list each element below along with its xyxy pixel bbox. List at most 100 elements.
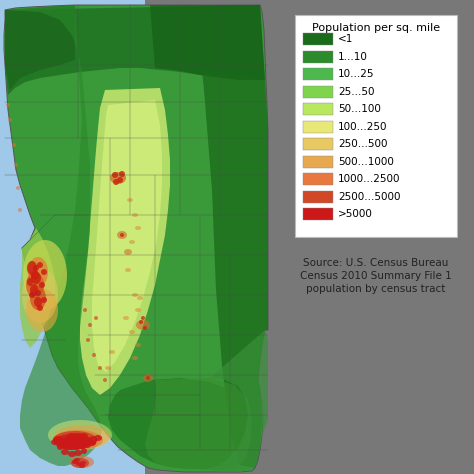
Polygon shape (34, 297, 42, 307)
Bar (303, 120, 333, 133)
Bar (303, 138, 333, 150)
Polygon shape (31, 272, 41, 284)
Polygon shape (68, 451, 76, 457)
Polygon shape (74, 458, 80, 462)
Polygon shape (0, 0, 145, 474)
Polygon shape (41, 269, 47, 275)
Polygon shape (83, 442, 91, 448)
Polygon shape (18, 208, 22, 212)
Text: Population per sq. mile: Population per sq. mile (312, 23, 440, 33)
Polygon shape (119, 171, 125, 177)
Text: 50...100: 50...100 (338, 104, 381, 114)
Text: 2500...5000: 2500...5000 (338, 191, 401, 201)
Polygon shape (120, 233, 124, 237)
Bar (295, 15, 457, 237)
Polygon shape (135, 308, 141, 312)
Text: 1000...2500: 1000...2500 (338, 174, 401, 184)
Polygon shape (35, 290, 41, 296)
Polygon shape (76, 462, 82, 466)
Polygon shape (8, 118, 12, 122)
Polygon shape (27, 261, 37, 275)
Polygon shape (79, 464, 85, 468)
Polygon shape (141, 316, 145, 320)
Polygon shape (103, 378, 107, 382)
Polygon shape (139, 320, 143, 324)
Polygon shape (132, 213, 138, 217)
Polygon shape (145, 378, 252, 470)
Polygon shape (53, 430, 103, 450)
Polygon shape (5, 5, 75, 90)
Polygon shape (80, 461, 86, 465)
Polygon shape (146, 376, 150, 380)
Bar (303, 68, 333, 80)
Polygon shape (5, 5, 102, 466)
Polygon shape (70, 456, 94, 468)
Polygon shape (37, 262, 43, 268)
Text: 250...500: 250...500 (338, 139, 388, 149)
Bar (303, 103, 333, 115)
Polygon shape (200, 68, 268, 468)
Text: >5000: >5000 (338, 209, 373, 219)
Polygon shape (105, 366, 111, 370)
Polygon shape (143, 374, 153, 382)
Polygon shape (30, 286, 46, 310)
Polygon shape (61, 449, 69, 455)
Text: 500...1000: 500...1000 (338, 156, 394, 166)
Polygon shape (88, 323, 92, 327)
Polygon shape (57, 444, 63, 450)
Polygon shape (30, 284, 38, 296)
Polygon shape (86, 338, 90, 342)
Polygon shape (48, 420, 112, 450)
Polygon shape (129, 330, 135, 334)
Bar (303, 33, 333, 45)
Bar (303, 173, 333, 185)
Bar (303, 155, 333, 167)
Polygon shape (33, 265, 39, 271)
Polygon shape (132, 293, 138, 297)
Bar (303, 208, 333, 220)
Polygon shape (92, 353, 96, 357)
Polygon shape (92, 100, 162, 372)
Polygon shape (6, 103, 10, 107)
Polygon shape (136, 320, 150, 330)
Polygon shape (22, 267, 58, 323)
Text: 25...50: 25...50 (338, 86, 374, 97)
Polygon shape (12, 143, 16, 147)
Polygon shape (108, 378, 242, 469)
Polygon shape (57, 438, 67, 446)
Bar (303, 51, 333, 63)
Polygon shape (26, 288, 58, 332)
Polygon shape (98, 366, 102, 370)
Polygon shape (123, 316, 129, 320)
Polygon shape (53, 431, 97, 449)
Polygon shape (27, 278, 33, 286)
Text: Source: U.S. Census Bureau
Census 2010 Summary File 1
population by census tract: Source: U.S. Census Bureau Census 2010 S… (300, 258, 452, 294)
Polygon shape (41, 297, 47, 303)
Text: 10...25: 10...25 (338, 69, 374, 79)
Polygon shape (29, 292, 35, 298)
Polygon shape (205, 330, 268, 472)
Polygon shape (117, 231, 127, 239)
Polygon shape (5, 5, 265, 95)
Polygon shape (78, 438, 88, 446)
Polygon shape (94, 316, 98, 320)
Polygon shape (117, 177, 123, 183)
Polygon shape (94, 435, 102, 441)
Polygon shape (54, 434, 90, 450)
Polygon shape (67, 433, 77, 439)
Polygon shape (81, 448, 87, 454)
Polygon shape (124, 249, 132, 255)
Polygon shape (129, 240, 135, 244)
Polygon shape (39, 282, 45, 288)
Polygon shape (65, 444, 75, 450)
Polygon shape (71, 458, 89, 468)
Polygon shape (71, 444, 81, 450)
Polygon shape (51, 439, 59, 445)
Polygon shape (61, 443, 69, 449)
Polygon shape (23, 240, 67, 310)
Polygon shape (28, 257, 48, 287)
Polygon shape (78, 443, 86, 449)
Text: <1: <1 (338, 34, 354, 44)
Polygon shape (143, 326, 147, 330)
Polygon shape (26, 272, 44, 298)
